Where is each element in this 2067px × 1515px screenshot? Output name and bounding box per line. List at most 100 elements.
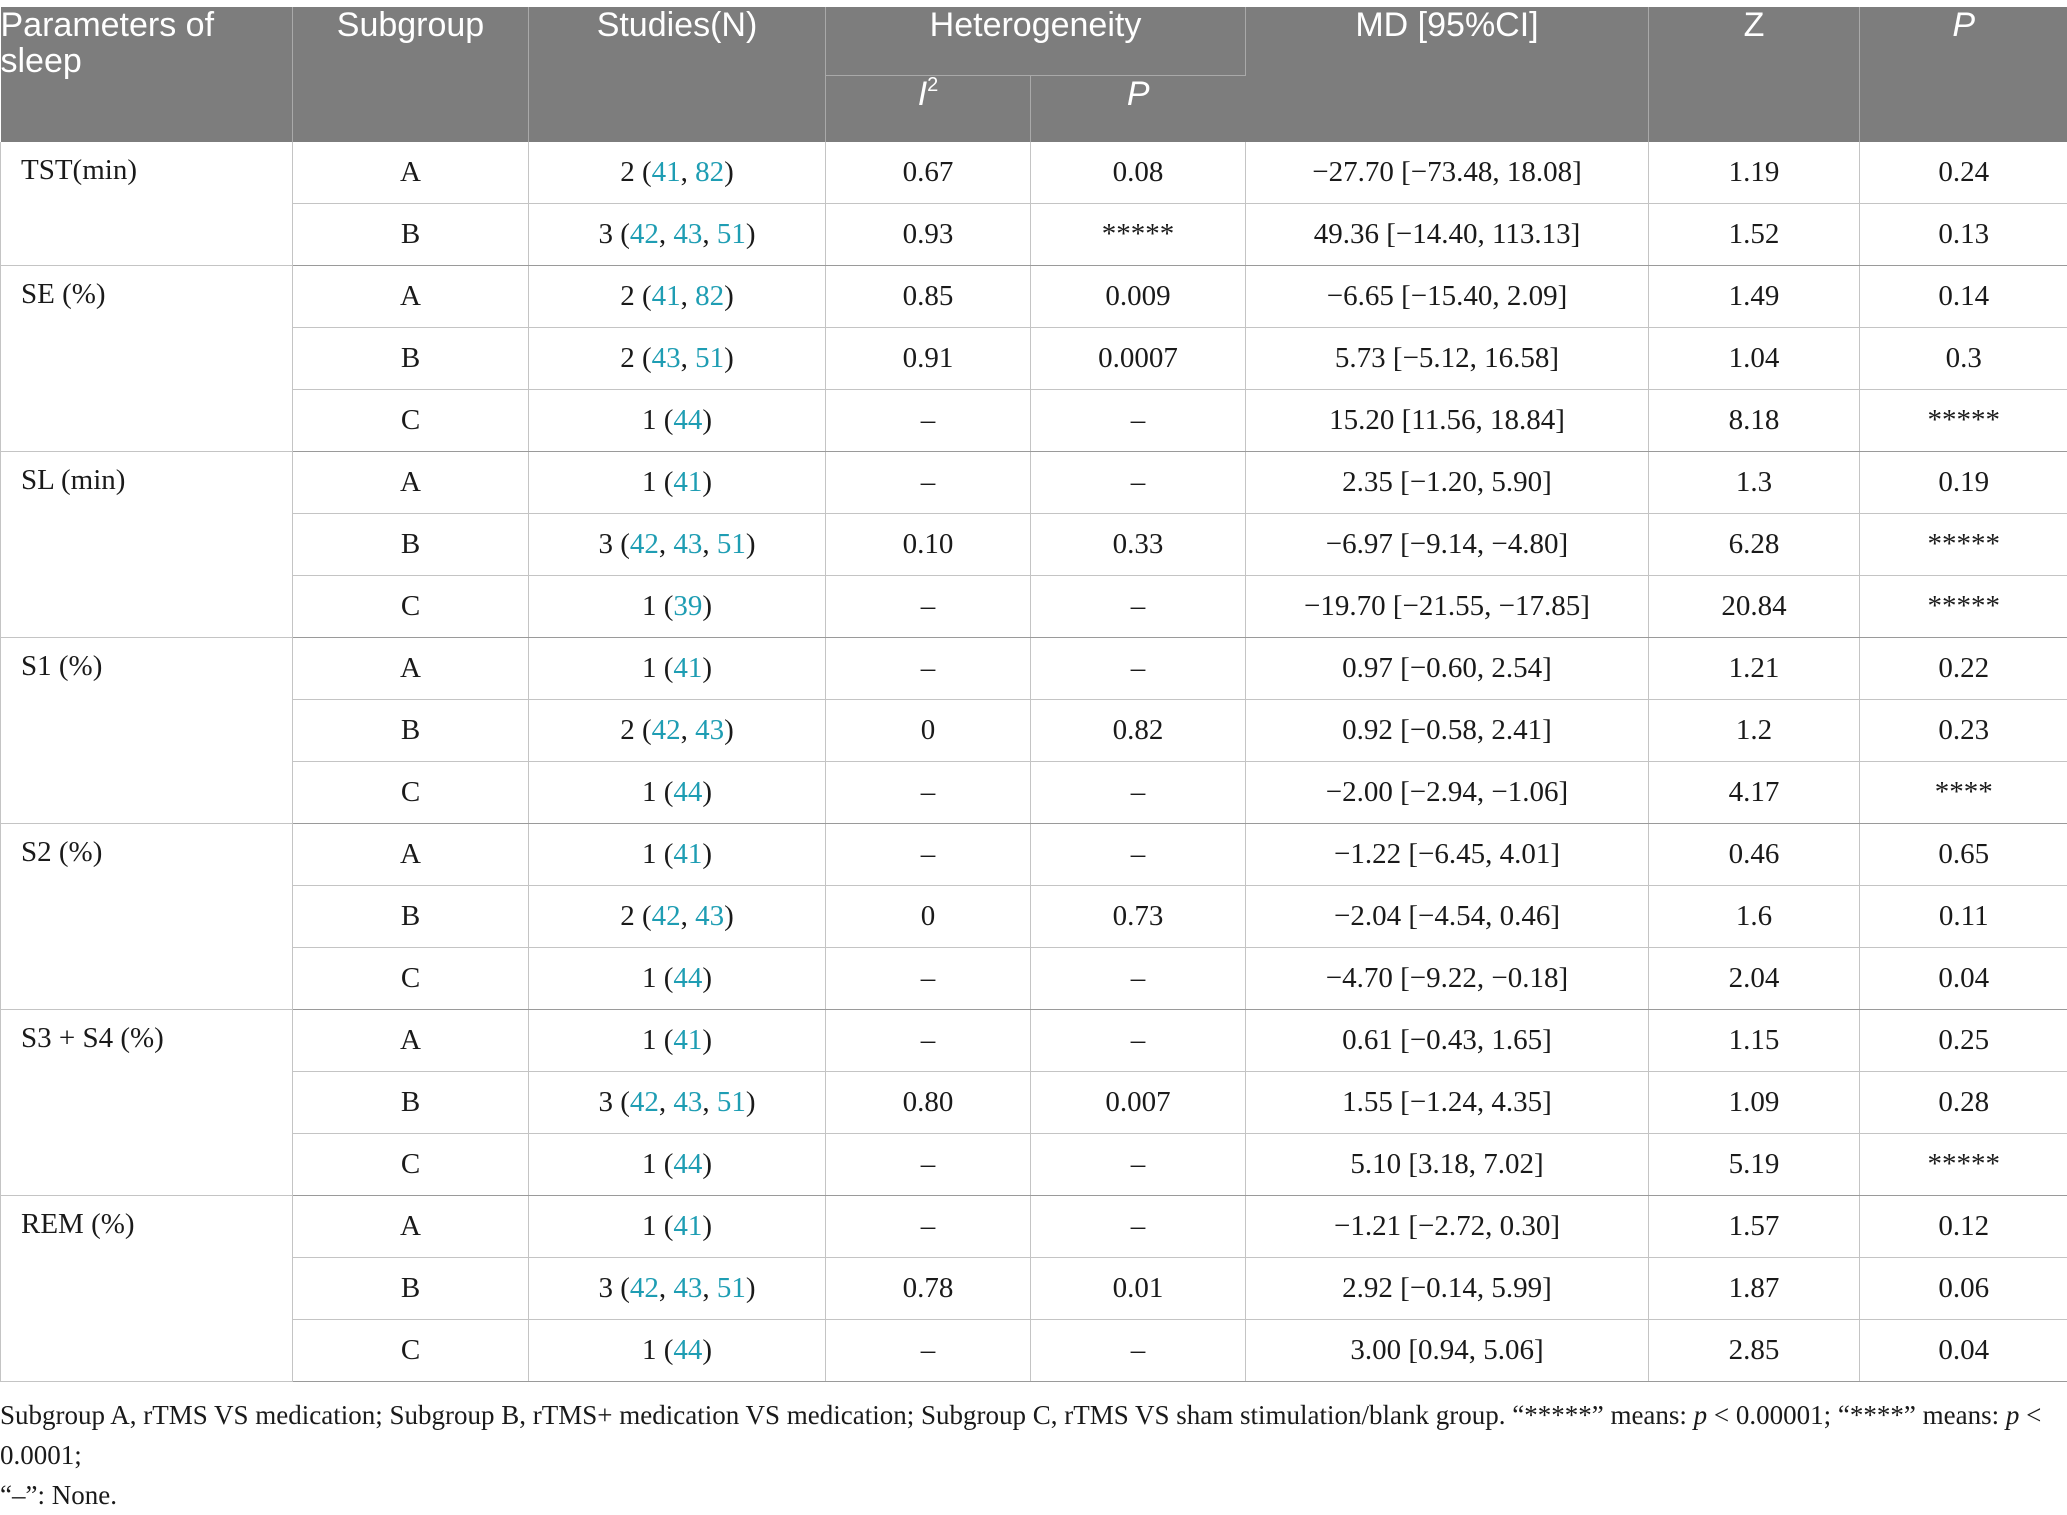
cell-md: 5.10 [3.18, 7.02] bbox=[1246, 1134, 1649, 1196]
header-z: Z bbox=[1649, 7, 1860, 142]
cell-p: **** bbox=[1860, 762, 2067, 824]
cell-i2: – bbox=[826, 1320, 1031, 1382]
cell-studies: 2 (41, 82) bbox=[529, 266, 826, 328]
cell-studies: 2 (41, 82) bbox=[529, 142, 826, 204]
reference-link[interactable]: 41 bbox=[652, 156, 681, 188]
cell-z: 1.6 bbox=[1649, 886, 1860, 948]
cell-md: −2.04 [−4.54, 0.46] bbox=[1246, 886, 1649, 948]
cell-md: −27.70 [−73.48, 18.08] bbox=[1246, 142, 1649, 204]
cell-z: 1.52 bbox=[1649, 204, 1860, 266]
cell-het-p: 0.33 bbox=[1031, 514, 1246, 576]
cell-i2: 0 bbox=[826, 886, 1031, 948]
studies-count: 2 bbox=[620, 280, 635, 312]
reference-link[interactable]: 42 bbox=[630, 528, 659, 560]
cell-md: 2.92 [−0.14, 5.99] bbox=[1246, 1258, 1649, 1320]
cell-subgroup: C bbox=[293, 1134, 529, 1196]
reference-link[interactable]: 42 bbox=[652, 714, 681, 746]
cell-studies: 1 (44) bbox=[529, 1320, 826, 1382]
studies-count: 2 bbox=[620, 900, 635, 932]
header-i2: I2 bbox=[826, 75, 1031, 142]
studies-count: 1 bbox=[642, 962, 657, 994]
header-md: MD [95%CI] bbox=[1246, 7, 1649, 142]
cell-z: 1.04 bbox=[1649, 328, 1860, 390]
reference-link[interactable]: 43 bbox=[695, 900, 724, 932]
cell-md: 49.36 [−14.40, 113.13] bbox=[1246, 204, 1649, 266]
cell-z: 20.84 bbox=[1649, 576, 1860, 638]
cell-studies: 1 (41) bbox=[529, 638, 826, 700]
cell-subgroup: B bbox=[293, 514, 529, 576]
cell-md: 3.00 [0.94, 5.06] bbox=[1246, 1320, 1649, 1382]
reference-link[interactable]: 43 bbox=[673, 218, 702, 250]
cell-i2: – bbox=[826, 824, 1031, 886]
reference-link[interactable]: 41 bbox=[652, 280, 681, 312]
reference-link[interactable]: 41 bbox=[673, 1024, 702, 1056]
cell-md: −1.21 [−2.72, 0.30] bbox=[1246, 1196, 1649, 1258]
footnote-text-a: Subgroup A, rTMS VS medication; Subgroup… bbox=[0, 1400, 1694, 1430]
reference-link[interactable]: 43 bbox=[695, 714, 724, 746]
cell-i2: 0.93 bbox=[826, 204, 1031, 266]
studies-count: 1 bbox=[642, 1148, 657, 1180]
cell-studies: 1 (41) bbox=[529, 1010, 826, 1072]
header-het-p: P bbox=[1031, 75, 1246, 142]
cell-z: 4.17 bbox=[1649, 762, 1860, 824]
results-table: Parameters of sleep Subgroup Studies(N) … bbox=[0, 7, 2067, 1382]
cell-het-p: 0.0007 bbox=[1031, 328, 1246, 390]
reference-link[interactable]: 44 bbox=[673, 1148, 702, 1180]
reference-link[interactable]: 39 bbox=[673, 590, 702, 622]
reference-link[interactable]: 42 bbox=[630, 218, 659, 250]
cell-subgroup: A bbox=[293, 1196, 529, 1258]
cell-het-p: – bbox=[1031, 452, 1246, 514]
reference-link[interactable]: 51 bbox=[717, 528, 746, 560]
reference-link[interactable]: 51 bbox=[717, 218, 746, 250]
reference-link[interactable]: 41 bbox=[673, 1210, 702, 1242]
studies-count: 1 bbox=[642, 590, 657, 622]
reference-link[interactable]: 41 bbox=[673, 838, 702, 870]
reference-link[interactable]: 82 bbox=[695, 280, 724, 312]
cell-parameter: REM (%) bbox=[1, 1196, 293, 1382]
reference-link[interactable]: 44 bbox=[673, 1334, 702, 1366]
reference-link[interactable]: 43 bbox=[673, 1086, 702, 1118]
reference-link[interactable]: 44 bbox=[673, 962, 702, 994]
reference-link[interactable]: 44 bbox=[673, 404, 702, 436]
reference-link[interactable]: 51 bbox=[717, 1086, 746, 1118]
reference-link[interactable]: 42 bbox=[630, 1086, 659, 1118]
cell-studies: 1 (44) bbox=[529, 390, 826, 452]
cell-z: 1.49 bbox=[1649, 266, 1860, 328]
cell-md: −2.00 [−2.94, −1.06] bbox=[1246, 762, 1649, 824]
reference-link[interactable]: 41 bbox=[673, 466, 702, 498]
reference-link[interactable]: 43 bbox=[652, 342, 681, 374]
cell-i2: 0.85 bbox=[826, 266, 1031, 328]
reference-link[interactable]: 42 bbox=[630, 1272, 659, 1304]
cell-parameter: SL (min) bbox=[1, 452, 293, 638]
header-p-label: P bbox=[1952, 6, 1975, 44]
studies-count: 1 bbox=[642, 652, 657, 684]
reference-link[interactable]: 51 bbox=[717, 1272, 746, 1304]
reference-link[interactable]: 42 bbox=[652, 900, 681, 932]
reference-link[interactable]: 82 bbox=[695, 156, 724, 188]
cell-het-p: 0.82 bbox=[1031, 700, 1246, 762]
reference-link[interactable]: 44 bbox=[673, 776, 702, 808]
cell-het-p: – bbox=[1031, 1010, 1246, 1072]
cell-studies: 1 (39) bbox=[529, 576, 826, 638]
cell-subgroup: C bbox=[293, 948, 529, 1010]
cell-het-p: – bbox=[1031, 948, 1246, 1010]
cell-p: 0.28 bbox=[1860, 1072, 2067, 1134]
cell-md: 0.97 [−0.60, 2.54] bbox=[1246, 638, 1649, 700]
reference-link[interactable]: 51 bbox=[695, 342, 724, 374]
cell-het-p: – bbox=[1031, 390, 1246, 452]
cell-subgroup: C bbox=[293, 1320, 529, 1382]
cell-i2: – bbox=[826, 638, 1031, 700]
reference-link[interactable]: 43 bbox=[673, 528, 702, 560]
cell-subgroup: B bbox=[293, 886, 529, 948]
reference-link[interactable]: 41 bbox=[673, 652, 702, 684]
cell-subgroup: A bbox=[293, 1010, 529, 1072]
cell-parameter: S1 (%) bbox=[1, 638, 293, 824]
cell-het-p: – bbox=[1031, 824, 1246, 886]
studies-count: 1 bbox=[642, 466, 657, 498]
reference-link[interactable]: 43 bbox=[673, 1272, 702, 1304]
